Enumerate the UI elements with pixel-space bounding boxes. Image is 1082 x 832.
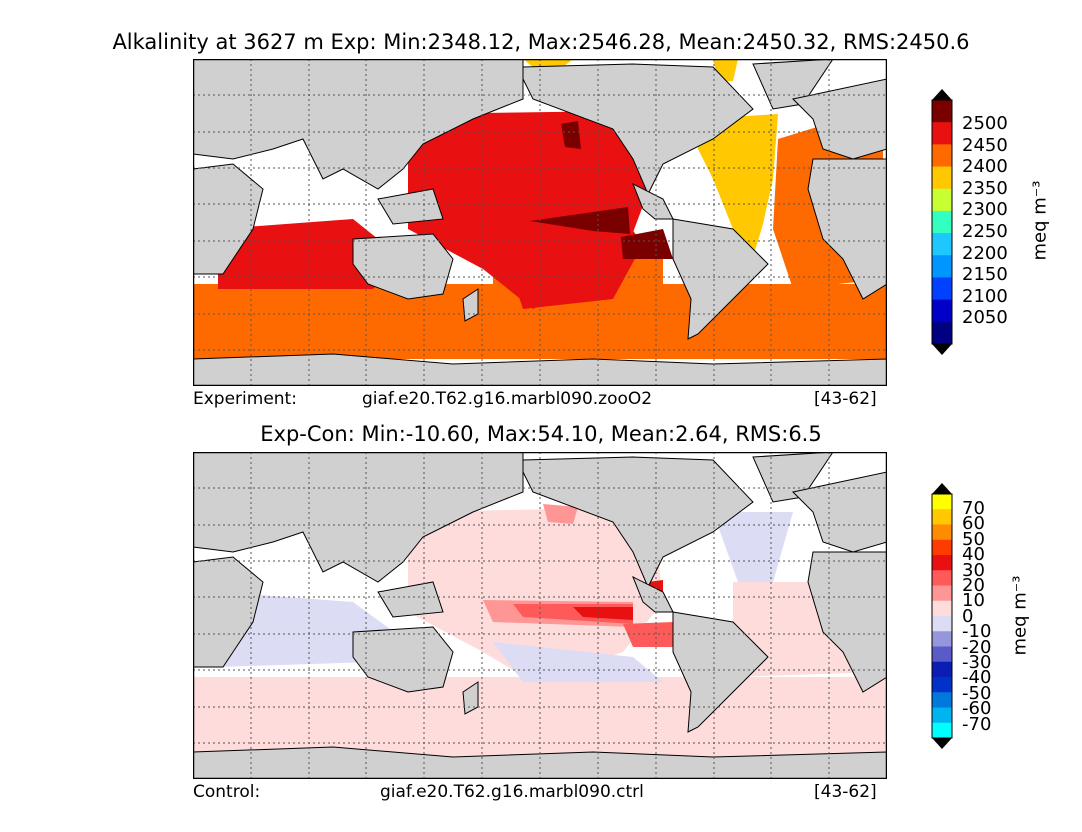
- colorbar-segment: [932, 677, 952, 693]
- colorbar-tick-label: 2450: [962, 134, 1008, 156]
- colorbar-segment: [932, 661, 952, 678]
- colorbar-extend-down: [932, 738, 952, 749]
- pacific-blue-field: [493, 642, 663, 682]
- colorbar-extend-up: [932, 483, 952, 494]
- north-pacific-max: [561, 121, 581, 149]
- colorbar-tick-label: 2050: [962, 307, 1008, 329]
- colorbar-segment: [932, 692, 952, 708]
- colorbar-tick-label: 70: [962, 498, 985, 519]
- top-footer-years: [43-62]: [814, 389, 877, 409]
- bottom-unit-label: meq m⁻³: [1009, 575, 1031, 656]
- north-pacific-anomaly: [543, 504, 578, 524]
- africa: [807, 158, 887, 300]
- colorbar-tick-label: 2200: [962, 242, 1008, 264]
- colorbar-tick-label: 50: [962, 528, 985, 550]
- colorbar-segment: [932, 509, 952, 525]
- colorbar-tick-label: 30: [962, 559, 985, 581]
- top-colorbar: [931, 89, 953, 355]
- top-map-title: Alkalinity at 3627 m Exp: Min:2348.12, M…: [112, 30, 970, 54]
- equatorial-anomaly-core: [573, 607, 633, 620]
- colorbar-tick-label: -70: [962, 713, 992, 735]
- maritime-continent: [377, 188, 444, 225]
- colorbar-segment: [932, 277, 952, 301]
- colorbar-segment: [932, 321, 952, 345]
- colorbar-segment: [932, 539, 952, 556]
- colorbar-segment: [932, 555, 952, 571]
- colorbar-segment: [932, 210, 952, 234]
- pacific-pink-field: [408, 507, 663, 682]
- colorbar-tick-label: 40: [962, 544, 985, 566]
- colorbar-extend-up: [932, 89, 952, 100]
- colorbar-tick-label: 10: [962, 590, 985, 612]
- southeast-anomaly: [623, 622, 678, 647]
- colorbar-tick-label: 2100: [962, 285, 1008, 307]
- south-america: [672, 218, 769, 340]
- colorbar-tick-label: 2500: [962, 113, 1008, 134]
- bottom-colorbar: [931, 483, 953, 749]
- colorbar-segment: [932, 233, 952, 256]
- southeast-pacific-max: [621, 229, 673, 259]
- top-footer-label: Experiment:: [193, 389, 297, 409]
- colorbar-segment: [932, 585, 952, 602]
- colorbar-tick-label: 0: [962, 605, 974, 627]
- graticule: [193, 59, 887, 386]
- colorbar-tick-label: -30: [962, 652, 992, 673]
- colorbar-tick-label: 2250: [962, 221, 1008, 242]
- top-map: [193, 59, 887, 386]
- bottom-footer-case: giaf.e20.T62.g16.marbl090.ctrl: [380, 782, 644, 802]
- colorbar-segment: [932, 524, 952, 541]
- bottom-footer-label: Control:: [193, 782, 261, 802]
- colorbar-extend-down: [932, 344, 952, 355]
- colorbar-tick-label: -50: [962, 682, 992, 704]
- colorbar-segment: [932, 600, 952, 617]
- colorbar-segment: [932, 494, 952, 510]
- colorbar-segment: [932, 255, 952, 278]
- colorbar-segment: [932, 299, 952, 323]
- north-atlantic-field: [698, 114, 778, 274]
- australia: [352, 233, 454, 300]
- colorbar-segment: [932, 144, 952, 168]
- eurasia: [193, 59, 524, 190]
- colorbar-segment: [932, 570, 952, 586]
- colorbar-tick-label: 2400: [962, 156, 1008, 178]
- colorbar-tick-label: 2350: [962, 177, 1008, 199]
- land-masses: [193, 59, 887, 386]
- colorbar-frame: [931, 493, 953, 739]
- arctic-patch: [523, 59, 573, 67]
- colorbar-segment: [932, 122, 952, 145]
- colorbar-tick-label: -60: [962, 698, 992, 720]
- colorbar-tick-label: -40: [962, 667, 992, 689]
- bottom-footer-years: [43-62]: [814, 782, 877, 802]
- colorbar-tick-label: 2150: [962, 264, 1008, 286]
- colorbar-segment: [932, 100, 952, 123]
- colorbar-tick-label: -20: [962, 636, 992, 658]
- colorbar-tick-label: -10: [962, 621, 992, 643]
- colorbar-tick-label: 60: [962, 513, 985, 535]
- colorbar-segment: [932, 631, 952, 647]
- colorbar-segment: [932, 188, 952, 212]
- colorbar-tick-label: 20: [962, 575, 985, 596]
- colorbar-segment: [932, 707, 952, 724]
- indian-ocean-field: [218, 219, 403, 289]
- colorbar-segment: [932, 722, 952, 739]
- colorbar-segment: [932, 646, 952, 663]
- central-america: [632, 182, 674, 220]
- bottom-map: [193, 452, 887, 779]
- atlantic-south-field: [713, 289, 853, 344]
- colorbar-segment: [932, 166, 952, 190]
- top-footer-case: giaf.e20.T62.g16.marbl090.zooO2: [362, 389, 653, 409]
- colorbar-tick-label: 2300: [962, 199, 1008, 221]
- colorbar-frame: [931, 99, 953, 345]
- colorbar-segment: [932, 616, 952, 632]
- bottom-map-title: Exp-Con: Min:-10.60, Max:54.10, Mean:2.6…: [260, 422, 822, 446]
- atlantic-blue-field: [713, 512, 793, 582]
- top-unit-label: meq m⁻³: [1029, 180, 1051, 261]
- east-pacific-max: [530, 207, 630, 234]
